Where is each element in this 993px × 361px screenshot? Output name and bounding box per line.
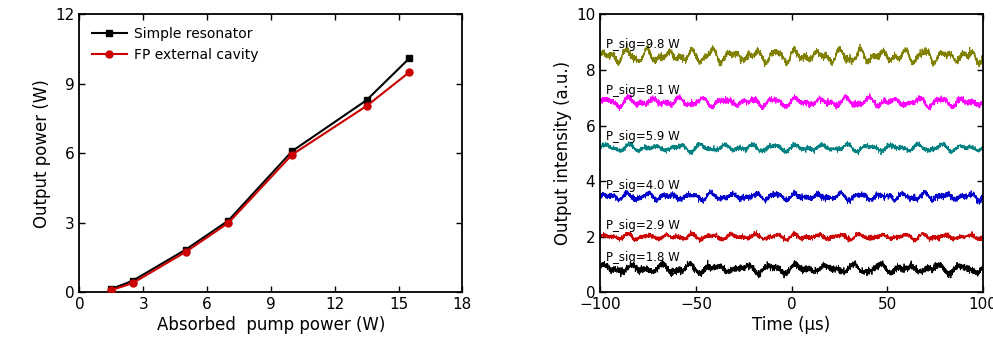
Simple resonator (127, 279, 139, 283)
FP external cavity (403, 70, 415, 74)
Simple resonator (222, 218, 234, 223)
X-axis label: Time (μs): Time (μs) (753, 317, 831, 334)
FP external cavity (105, 288, 117, 292)
Text: P_sig=8.1 W: P_sig=8.1 W (606, 84, 679, 97)
FP external cavity (127, 281, 139, 285)
FP external cavity (360, 104, 372, 108)
Simple resonator (180, 247, 192, 252)
Simple resonator (105, 287, 117, 291)
FP external cavity (222, 221, 234, 225)
Text: P_sig=5.9 W: P_sig=5.9 W (606, 130, 679, 143)
Y-axis label: Output power (W): Output power (W) (33, 79, 52, 228)
Simple resonator (360, 98, 372, 102)
Y-axis label: Output intensity (a.u.): Output intensity (a.u.) (554, 61, 572, 245)
Text: P_sig=2.9 W: P_sig=2.9 W (606, 219, 680, 232)
Text: P_sig=4.0 W: P_sig=4.0 W (606, 178, 679, 191)
Legend: Simple resonator, FP external cavity: Simple resonator, FP external cavity (86, 21, 264, 68)
Text: P_sig=9.8 W: P_sig=9.8 W (606, 38, 679, 51)
FP external cavity (286, 152, 298, 157)
Line: FP external cavity: FP external cavity (108, 69, 413, 293)
Simple resonator (286, 149, 298, 153)
Simple resonator (403, 56, 415, 61)
X-axis label: Absorbed  pump power (W): Absorbed pump power (W) (157, 317, 385, 334)
FP external cavity (180, 250, 192, 254)
Text: P_sig=1.8 W: P_sig=1.8 W (606, 251, 679, 264)
Line: Simple resonator: Simple resonator (108, 55, 413, 292)
